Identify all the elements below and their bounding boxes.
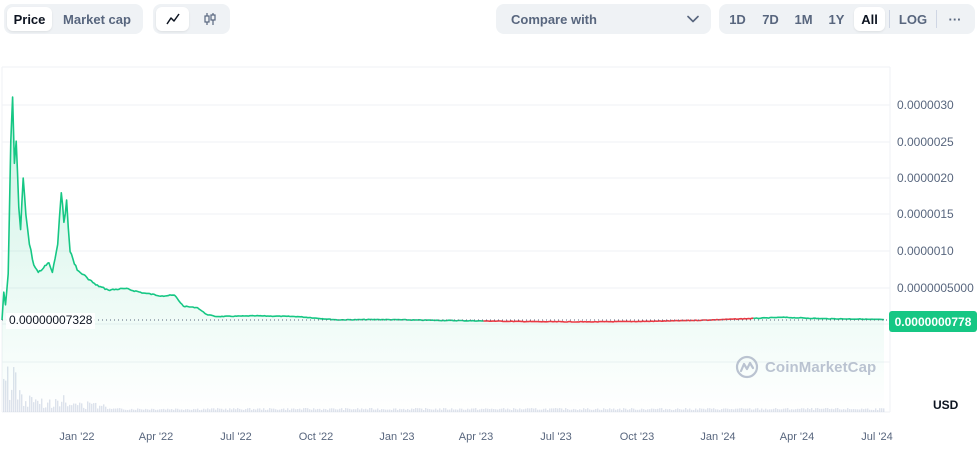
time-range-toggle: 1D 7D 1M 1Y All LOG ··· <box>719 4 975 34</box>
price-marketcap-toggle: Price Market cap <box>4 4 143 34</box>
compare-with-label: Compare with <box>511 11 597 27</box>
x-tick-label: Jan '23 <box>379 431 414 443</box>
line-chart-button[interactable] <box>156 7 189 31</box>
x-tick-label: Jan '24 <box>700 431 735 443</box>
y-tick-label: 0.0000025 <box>897 135 954 149</box>
currency-label: USD <box>933 398 959 412</box>
y-axis-labels: 0.0000030 0.0000025 0.0000020 0.0000015 0.00… <box>897 98 974 295</box>
current-price-badge: 0.0000000778 <box>889 311 977 332</box>
price-area <box>2 97 884 412</box>
range-all-button[interactable]: All <box>854 7 885 31</box>
tab-market-cap[interactable]: Market cap <box>63 11 131 27</box>
watermark-text: CoinMarketCap <box>765 358 877 376</box>
price-line-segment <box>1 96 484 322</box>
candlestick-icon <box>203 13 216 25</box>
tab-price[interactable]: Price <box>7 7 52 31</box>
x-axis-labels: Jan '22 Apr '22 Jul '22 Oct '22 Jan '23 Apr '… <box>59 431 892 443</box>
compare-with-dropdown[interactable]: Compare with <box>496 4 711 34</box>
range-1y-button[interactable]: 1Y <box>828 11 845 27</box>
price-line-segment <box>753 316 885 321</box>
coinmarketcap-watermark: CoinMarketCap <box>735 355 876 379</box>
y-tick-label: 0.0000015 <box>897 207 954 221</box>
price-line <box>1 96 885 323</box>
x-tick-label: Apr '24 <box>780 431 815 443</box>
toolbar-divider <box>889 10 890 28</box>
chevron-down-icon <box>687 15 699 23</box>
toolbar-divider <box>936 10 937 28</box>
chart-type-toggle <box>153 4 230 34</box>
x-tick-label: Apr '23 <box>459 431 494 443</box>
range-1m-button[interactable]: 1M <box>794 11 813 27</box>
x-tick-label: Jul '24 <box>861 431 892 443</box>
log-scale-button[interactable]: LOG <box>898 11 928 27</box>
x-tick-label: Jul '22 <box>220 431 251 443</box>
more-options-button[interactable]: ··· <box>948 11 962 27</box>
x-tick-label: Oct '23 <box>620 431 655 443</box>
line-chart-icon <box>165 13 180 25</box>
candlestick-chart-button[interactable] <box>193 7 226 31</box>
x-tick-label: Jan '22 <box>59 431 94 443</box>
price-line-segment <box>483 317 754 323</box>
chart-toolbar: Price Market cap Compare with 1D 7D 1M 1… <box>0 4 979 34</box>
x-tick-label: Oct '22 <box>299 431 334 443</box>
y-tick-label: 0.0000020 <box>897 171 954 185</box>
y-tick-label: 0.0000030 <box>897 98 954 112</box>
y-tick-label: 0.0000005000 <box>897 281 974 295</box>
start-price-label: 0.00000007328 <box>6 313 96 329</box>
coinmarketcap-logo-icon <box>735 355 759 379</box>
range-1d-button[interactable]: 1D <box>729 11 746 27</box>
range-7d-button[interactable]: 7D <box>762 11 779 27</box>
y-tick-label: 0.0000010 <box>897 244 954 258</box>
x-tick-label: Apr '22 <box>139 431 174 443</box>
x-tick-label: Jul '23 <box>540 431 571 443</box>
